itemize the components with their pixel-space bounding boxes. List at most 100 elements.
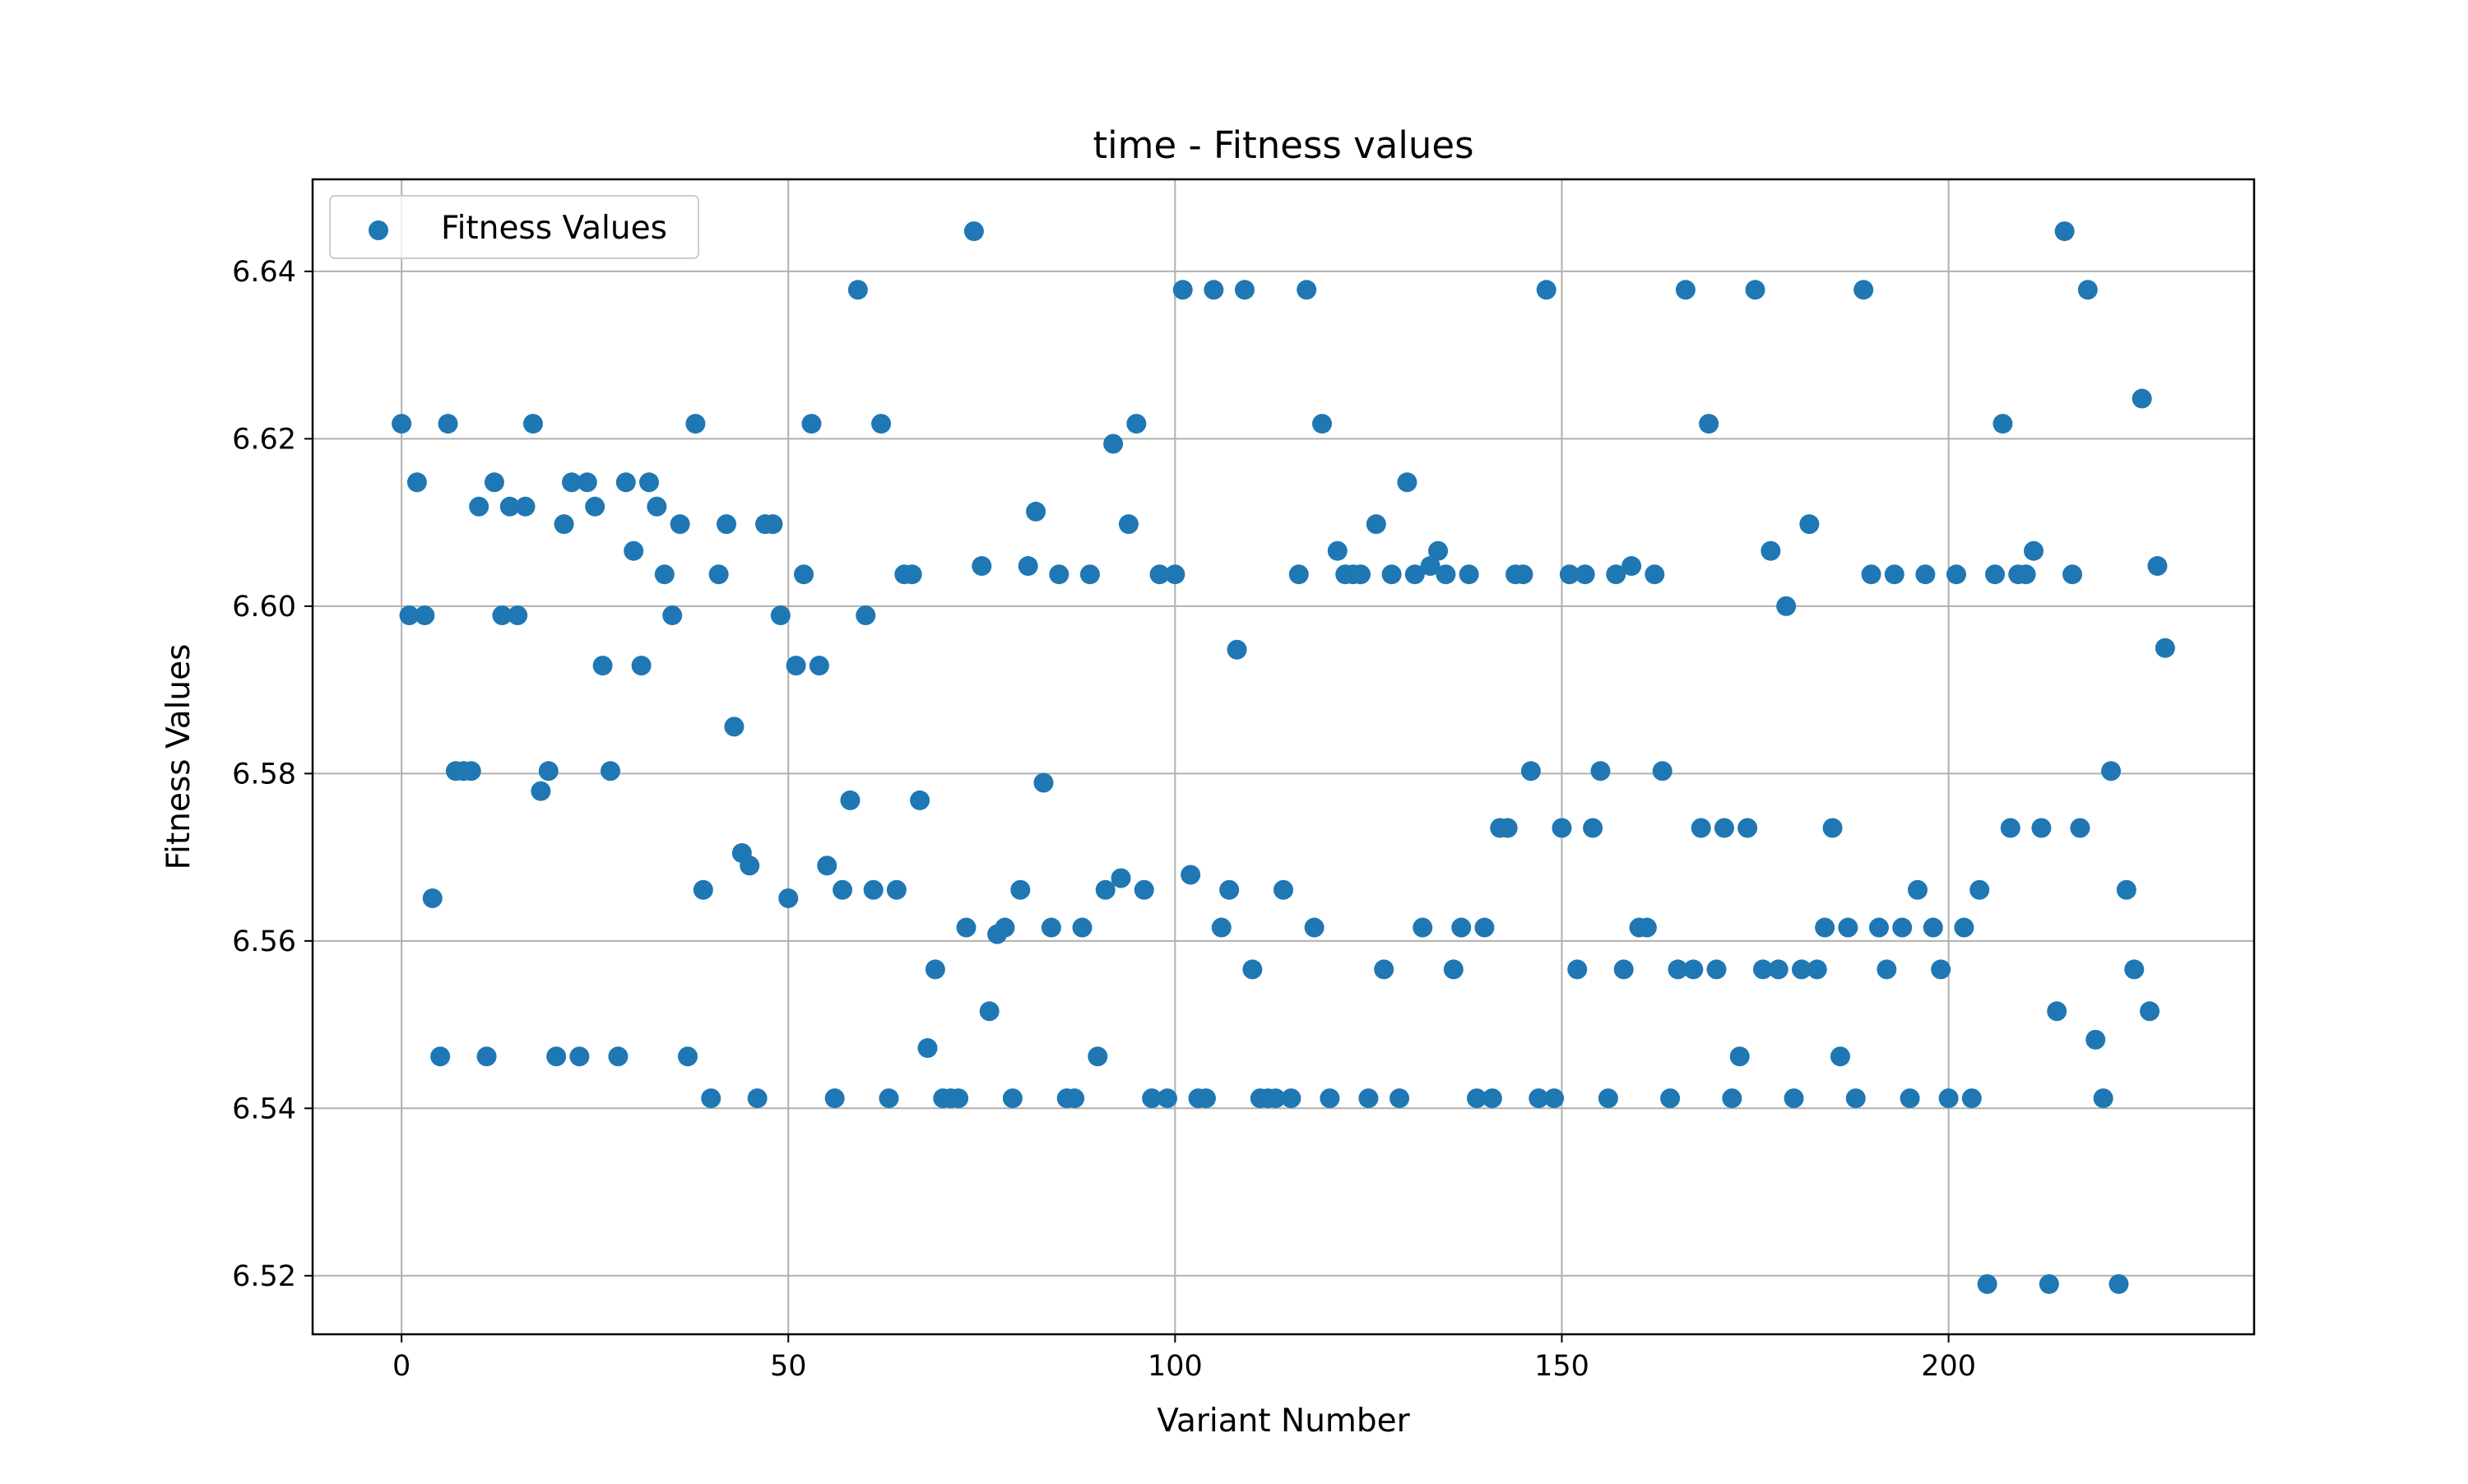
data-point [1676, 280, 1696, 299]
data-point [1699, 414, 1719, 434]
data-point [1111, 869, 1131, 888]
data-point [1939, 1088, 1959, 1108]
data-point [1451, 918, 1471, 938]
data-point [2124, 959, 2144, 979]
data-point [840, 791, 860, 810]
data-point [848, 280, 868, 299]
legend-label: Fitness Values [441, 210, 667, 247]
data-point [2147, 556, 2167, 576]
data-point [786, 656, 806, 675]
data-point [1769, 959, 1788, 979]
data-point [1892, 918, 1912, 938]
data-point [2001, 818, 2020, 837]
data-point [1459, 564, 1479, 584]
data-point [1521, 761, 1541, 781]
data-point [1853, 280, 1873, 299]
data-point [1583, 818, 1603, 837]
data-point [632, 656, 652, 675]
data-point [508, 605, 527, 625]
data-point [1281, 1088, 1301, 1108]
data-point [1358, 1088, 1378, 1108]
data-point [1962, 1088, 1982, 1108]
data-point [647, 497, 666, 517]
data-point [1196, 1088, 1216, 1108]
data-point [1915, 564, 1935, 584]
data-point [1397, 472, 1417, 492]
data-point [670, 514, 690, 534]
data-point [1444, 959, 1464, 979]
data-point [1474, 918, 1494, 938]
data-point [438, 414, 458, 434]
data-point [1544, 1088, 1564, 1108]
data-point [655, 564, 675, 584]
data-point [1846, 1088, 1866, 1108]
y-axis-title: Fitness Values [160, 644, 197, 870]
x-tick-label: 50 [770, 1350, 807, 1383]
data-point [879, 1088, 898, 1108]
data-point [423, 888, 443, 908]
y-tick-label: 6.64 [232, 256, 296, 289]
data-point [2085, 1030, 2105, 1050]
data-point [2140, 1001, 2160, 1021]
legend: Fitness Values [330, 196, 698, 258]
data-point [1235, 280, 1255, 299]
data-point [817, 856, 837, 875]
data-point [964, 221, 984, 241]
data-point [678, 1046, 698, 1066]
data-point [864, 880, 884, 900]
data-point [407, 472, 427, 492]
x-tick-label: 100 [1148, 1350, 1203, 1383]
data-point [2016, 564, 2036, 584]
data-point [794, 564, 814, 584]
data-point [2047, 1001, 2067, 1021]
data-point [1885, 564, 1904, 584]
data-point [902, 564, 922, 584]
data-point [1305, 918, 1324, 938]
data-point [1714, 818, 1734, 837]
data-point [531, 781, 550, 801]
data-point [1691, 818, 1711, 837]
data-point [1590, 761, 1610, 781]
y-tick-label: 6.62 [232, 423, 296, 456]
y-tick-label: 6.52 [232, 1260, 296, 1293]
data-point [709, 564, 729, 584]
data-point [957, 918, 977, 938]
data-point [1389, 1088, 1409, 1108]
data-point [1242, 959, 1262, 979]
data-point [910, 791, 930, 810]
legend-marker [369, 220, 388, 240]
x-tick-label: 200 [1921, 1350, 1976, 1383]
y-tick-label: 6.56 [232, 925, 296, 958]
data-point [856, 605, 875, 625]
data-point [639, 472, 659, 492]
x-axis-title: Variant Number [1157, 1403, 1410, 1440]
data-point [2132, 389, 2152, 409]
data-point [1351, 564, 1371, 584]
y-tick-label: 6.60 [232, 591, 296, 624]
data-point [477, 1046, 497, 1066]
data-point [1575, 564, 1595, 584]
data-point [392, 414, 411, 434]
data-point [2055, 221, 2075, 241]
data-point [1227, 640, 1247, 660]
data-point [415, 605, 434, 625]
data-point [825, 1088, 845, 1108]
data-point [1776, 596, 1796, 616]
data-point [1173, 280, 1193, 299]
data-point [2070, 818, 2090, 837]
data-point [2062, 564, 2082, 584]
data-point [1080, 564, 1100, 584]
data-point [1041, 918, 1061, 938]
data-point [601, 761, 620, 781]
data-point [1126, 414, 1146, 434]
data-point [1969, 880, 1989, 900]
data-point [926, 959, 945, 979]
data-point [1946, 564, 1966, 584]
data-point [485, 472, 504, 492]
data-point [1134, 880, 1154, 900]
data-point [1746, 280, 1765, 299]
data-point [516, 497, 536, 517]
data-point [430, 1046, 450, 1066]
data-point [833, 880, 852, 900]
data-point [2108, 1274, 2128, 1294]
